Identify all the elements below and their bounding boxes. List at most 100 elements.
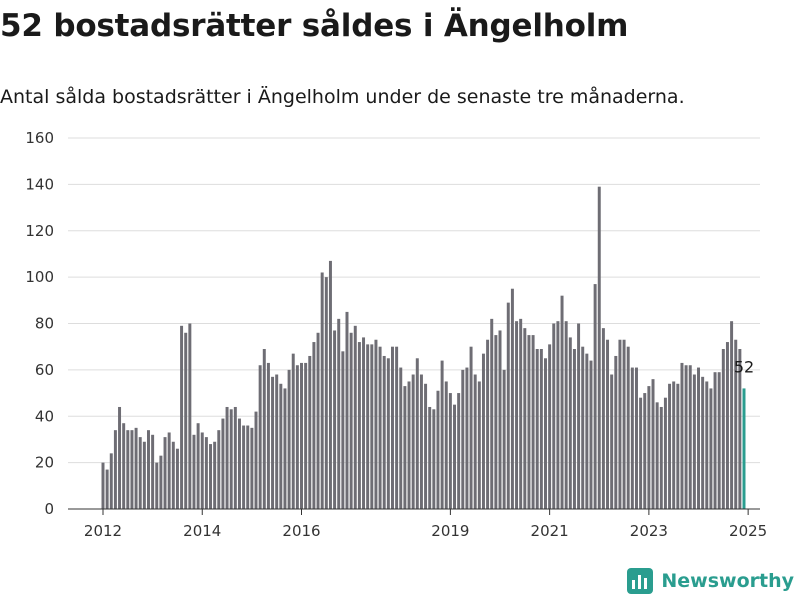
bar (419, 374, 423, 509)
bar (386, 358, 390, 509)
bar (411, 374, 415, 509)
bar (647, 386, 651, 509)
last-value-label: 52 (734, 357, 754, 376)
bar (672, 381, 676, 509)
bar (564, 321, 568, 509)
bar (204, 437, 208, 509)
bar (494, 335, 498, 509)
bar (738, 349, 742, 509)
y-tick-label: 140 (25, 175, 54, 193)
bar (713, 372, 717, 509)
bar (461, 369, 465, 509)
chart-subtitle: Antal sålda bostadsrätter i Ängelholm un… (0, 86, 685, 108)
bar (138, 437, 142, 509)
bar (395, 346, 399, 509)
bar (300, 362, 303, 509)
bar (192, 434, 196, 509)
bar (353, 325, 357, 509)
bar (639, 397, 643, 509)
bar (188, 323, 192, 509)
bar (556, 321, 560, 509)
bar (275, 374, 279, 509)
bar (101, 462, 105, 509)
bar (457, 393, 461, 509)
x-axis-ticks: 2012 2014 2016 2019 2021 2023 2025 (84, 509, 767, 540)
bar (465, 367, 469, 509)
bar (175, 448, 179, 509)
bar (481, 353, 485, 509)
bar (519, 318, 523, 509)
bar (130, 430, 134, 509)
bar (271, 376, 275, 509)
bar (730, 321, 734, 509)
bar-chart-logo-icon (627, 568, 654, 594)
bar (601, 328, 605, 509)
bar (717, 372, 721, 509)
bar (415, 358, 419, 509)
bar (527, 335, 531, 509)
bar (498, 330, 502, 509)
bar (320, 272, 324, 509)
bar (663, 397, 667, 509)
bar (548, 344, 552, 509)
bar (643, 393, 647, 509)
bar (196, 423, 200, 509)
y-tick-label: 100 (25, 268, 54, 286)
bar (155, 462, 159, 509)
bar (134, 427, 138, 509)
x-tick-label: 2014 (183, 522, 221, 540)
bar (246, 425, 250, 509)
bar (453, 404, 457, 509)
bar (184, 332, 188, 509)
bar (668, 383, 672, 509)
bar (688, 365, 692, 509)
bar (680, 362, 684, 509)
bar (118, 406, 122, 509)
bar (233, 406, 237, 509)
y-tick-label: 20 (35, 454, 54, 472)
bar (618, 339, 622, 509)
bar (200, 432, 204, 509)
bar (324, 277, 328, 509)
bar (659, 406, 663, 509)
bar (242, 425, 246, 509)
bar (399, 367, 403, 509)
bar (742, 388, 746, 509)
bar (490, 318, 494, 509)
bar (250, 427, 254, 509)
y-tick-label: 80 (35, 315, 54, 333)
bar (655, 402, 659, 509)
bar (163, 437, 167, 509)
bar (217, 430, 221, 509)
bar (510, 288, 514, 509)
bar (560, 295, 564, 509)
bar (531, 335, 535, 509)
bar (709, 388, 713, 509)
x-tick-label: 2025 (729, 522, 767, 540)
bar (221, 418, 225, 509)
brand-name: Newsworthy (661, 570, 794, 592)
y-axis-ticks: 0 20 40 60 80 100 120 140 160 (25, 129, 54, 518)
bar (552, 323, 556, 509)
bar (701, 376, 705, 509)
bar (254, 411, 258, 509)
x-tick-label: 2021 (531, 522, 569, 540)
bar (122, 423, 126, 509)
bar (622, 339, 626, 509)
bar (634, 367, 638, 509)
bar (469, 346, 473, 509)
bar (424, 383, 428, 509)
bar (109, 453, 113, 509)
bar (258, 365, 262, 509)
bar (436, 390, 440, 509)
bar (283, 388, 287, 509)
bar (473, 374, 477, 509)
bar (444, 381, 448, 509)
bar (142, 441, 146, 509)
newsworthy-logo: Newsworthy (627, 568, 794, 594)
bar (568, 337, 572, 509)
bar (585, 353, 589, 509)
bar (721, 349, 725, 509)
bar (328, 260, 332, 509)
bar (486, 339, 490, 509)
